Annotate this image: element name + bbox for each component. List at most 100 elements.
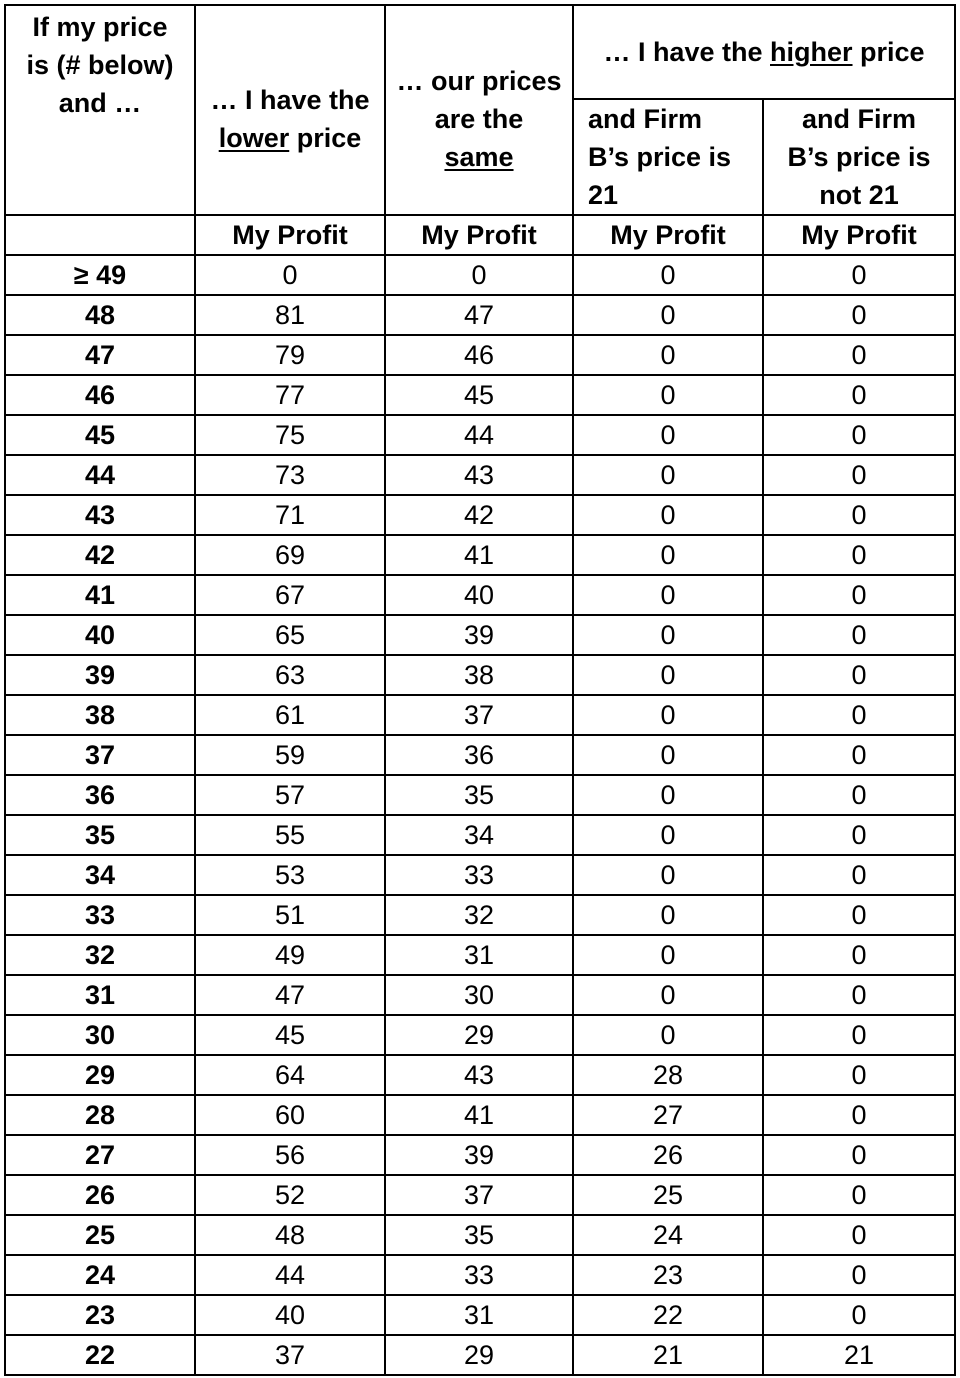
units-cell: My Profit (194, 214, 386, 256)
higher-price-b21-profit-cell: 0 (572, 974, 764, 1016)
price-cell: 32 (4, 934, 196, 976)
units-cell: My Profit (762, 214, 956, 256)
price-cell: 27 (4, 1134, 196, 1176)
table-row: 32 49 31 0 0 (4, 934, 956, 976)
lower-price-profit-cell: 71 (194, 494, 386, 536)
same-price-profit-cell: 39 (384, 1134, 574, 1176)
higher-price-b21-profit-cell: 22 (572, 1294, 764, 1336)
price-cell: 33 (4, 894, 196, 936)
header-firm-b-not-21-line: and Firm (801, 104, 916, 134)
higher-price-not21-profit-cell: 0 (762, 414, 956, 456)
higher-price-b21-profit-cell: 0 (572, 294, 764, 336)
higher-price-b21-profit-cell: 0 (572, 374, 764, 416)
same-price-profit-cell: 40 (384, 574, 574, 616)
price-cell: ≥ 49 (4, 254, 196, 296)
higher-price-not21-profit-cell: 0 (762, 814, 956, 856)
higher-price-not21-profit-cell: 0 (762, 734, 956, 776)
table-row: 37 59 36 0 0 (4, 734, 956, 776)
higher-price-not21-profit-cell: 0 (762, 454, 956, 496)
same-price-profit-cell: 46 (384, 334, 574, 376)
higher-price-b21-profit-cell: 28 (572, 1054, 764, 1096)
table-row: 26 52 37 25 0 (4, 1174, 956, 1216)
table-row: 35 55 34 0 0 (4, 814, 956, 856)
same-price-profit-cell: 36 (384, 734, 574, 776)
lower-price-profit-cell: 47 (194, 974, 386, 1016)
higher-price-not21-profit-cell: 0 (762, 1094, 956, 1136)
price-cell: 25 (4, 1214, 196, 1256)
higher-price-not21-profit-cell: 0 (762, 1254, 956, 1296)
same-price-profit-cell: 43 (384, 454, 574, 496)
same-price-profit-cell: 47 (384, 294, 574, 336)
price-cell: 26 (4, 1174, 196, 1216)
higher-price-b21-profit-cell: 23 (572, 1254, 764, 1296)
units-cell: My Profit (384, 214, 574, 256)
same-price-profit-cell: 31 (384, 934, 574, 976)
higher-price-b21-profit-cell: 0 (572, 494, 764, 536)
same-price-profit-cell: 41 (384, 1094, 574, 1136)
header-higher-price: … I have the higher price (572, 4, 956, 100)
same-price-profit-cell: 44 (384, 414, 574, 456)
same-price-profit-cell: 41 (384, 534, 574, 576)
header-same-price-line: same (387, 138, 571, 176)
higher-price-b21-profit-cell: 0 (572, 854, 764, 896)
header-firm-b-not-21-line: not 21 (819, 180, 899, 210)
table-row: 48 81 47 0 0 (4, 294, 956, 336)
table-row: 47 79 46 0 0 (4, 334, 956, 376)
same-price-profit-cell: 37 (384, 1174, 574, 1216)
higher-price-not21-profit-cell: 0 (762, 694, 956, 736)
same-price-profit-cell: 33 (384, 1254, 574, 1296)
header-same-price-line: are the (434, 104, 524, 134)
price-cell: 45 (4, 414, 196, 456)
higher-price-not21-profit-cell: 0 (762, 1294, 956, 1336)
higher-price-not21-profit-cell: 0 (762, 1214, 956, 1256)
header-same-price-line: … our prices (396, 66, 562, 96)
lower-price-profit-cell: 67 (194, 574, 386, 616)
table-row: 25 48 35 24 0 (4, 1214, 956, 1256)
higher-price-b21-profit-cell: 21 (572, 1334, 764, 1376)
lower-price-profit-cell: 53 (194, 854, 386, 896)
lower-price-profit-cell: 81 (194, 294, 386, 336)
units-cell: My Profit (572, 214, 764, 256)
price-cell: 46 (4, 374, 196, 416)
higher-price-not21-profit-cell: 21 (762, 1334, 956, 1376)
header-lower-price-line: lower price (197, 119, 383, 157)
lower-price-profit-cell: 65 (194, 614, 386, 656)
lower-price-profit-cell: 40 (194, 1294, 386, 1336)
table-body: ≥ 49 0 0 0 0 48 81 47 0 0 47 79 46 0 0 46 77 45 0 0 45 75 44 0 0… (4, 254, 956, 1376)
lower-price-profit-cell: 48 (194, 1214, 386, 1256)
units-cell (4, 214, 196, 256)
header-lower-emphasis: lower (218, 123, 290, 153)
same-price-profit-cell: 34 (384, 814, 574, 856)
lower-price-profit-cell: 75 (194, 414, 386, 456)
header-my-price-line: and … (58, 88, 142, 118)
higher-price-b21-profit-cell: 0 (572, 254, 764, 296)
header-my-price: If my price is (# below) and … (4, 4, 196, 216)
price-cell: 29 (4, 1054, 196, 1096)
header-firm-b-not-21: and Firm B’s price is not 21 (762, 98, 956, 216)
price-cell: 34 (4, 854, 196, 896)
higher-price-b21-profit-cell: 0 (572, 694, 764, 736)
same-price-profit-cell: 0 (384, 254, 574, 296)
price-cell: 36 (4, 774, 196, 816)
higher-price-b21-profit-cell: 27 (572, 1094, 764, 1136)
higher-price-not21-profit-cell: 0 (762, 294, 956, 336)
table-row: 46 77 45 0 0 (4, 374, 956, 416)
price-cell: 41 (4, 574, 196, 616)
table-row: 45 75 44 0 0 (4, 414, 956, 456)
table-row: 23 40 31 22 0 (4, 1294, 956, 1336)
table-row: 38 61 37 0 0 (4, 694, 956, 736)
same-price-profit-cell: 33 (384, 854, 574, 896)
table-row: 39 63 38 0 0 (4, 654, 956, 696)
lower-price-profit-cell: 57 (194, 774, 386, 816)
header-same-emphasis: same (444, 142, 514, 172)
higher-price-b21-profit-cell: 26 (572, 1134, 764, 1176)
table-row: 28 60 41 27 0 (4, 1094, 956, 1136)
price-cell: 38 (4, 694, 196, 736)
same-price-profit-cell: 35 (384, 774, 574, 816)
header-lower-price: … I have the lower price (194, 4, 386, 216)
lower-price-profit-cell: 56 (194, 1134, 386, 1176)
same-price-profit-cell: 32 (384, 894, 574, 936)
header-lower-suffix: price (289, 123, 362, 153)
same-price-profit-cell: 39 (384, 614, 574, 656)
lower-price-profit-cell: 60 (194, 1094, 386, 1136)
